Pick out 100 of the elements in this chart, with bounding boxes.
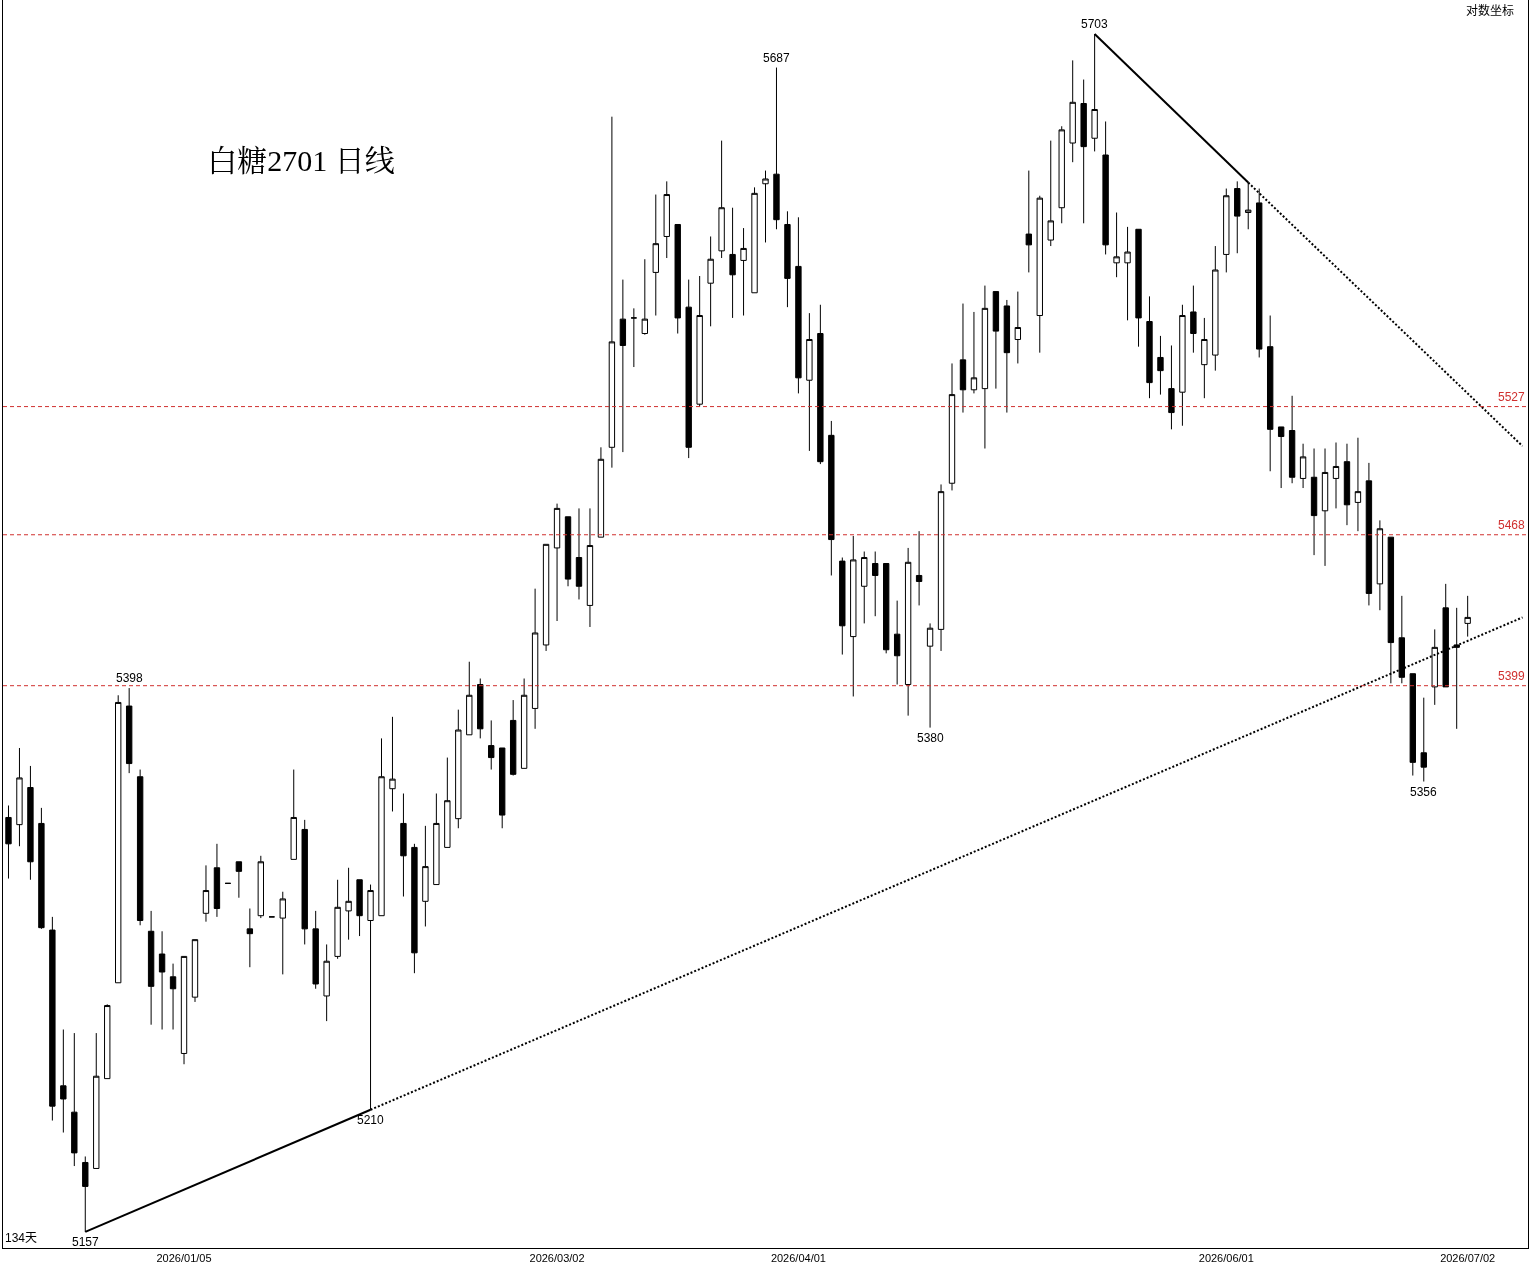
candlestick — [861, 551, 868, 624]
candlestick — [1420, 697, 1427, 783]
candlestick — [93, 1032, 100, 1169]
candlestick — [707, 235, 714, 327]
candlestick — [981, 285, 989, 449]
candlestick — [806, 312, 813, 452]
candlestick — [872, 551, 879, 617]
annotation: 5210 — [357, 1113, 385, 1127]
candlestick — [531, 588, 539, 730]
candlestick — [60, 1029, 67, 1134]
candlestick — [542, 543, 550, 652]
candlestick — [1069, 59, 1076, 163]
candlestick — [27, 765, 34, 881]
text: 白糖2701 日线 — [207, 143, 395, 177]
candlestick — [290, 769, 297, 860]
candlestick — [1135, 228, 1142, 348]
candlestick — [608, 116, 616, 469]
candlestick — [509, 699, 517, 777]
candlestick — [839, 557, 846, 656]
candlestick — [937, 483, 945, 652]
candlestick — [817, 304, 824, 465]
candlestick — [1146, 295, 1153, 399]
candlestick — [169, 963, 177, 1030]
candlestick — [147, 910, 155, 1026]
candlestick — [1201, 317, 1208, 399]
candlestick — [1266, 315, 1274, 472]
candlestick — [828, 420, 835, 576]
annotation: 5157 — [72, 1235, 100, 1249]
candlestick — [685, 279, 692, 459]
x-tick-label: 2026/07/02 — [1440, 1252, 1496, 1265]
candlestick — [1113, 212, 1120, 278]
candlestick — [16, 747, 23, 847]
candlestick — [652, 194, 659, 317]
annotation: 5703 — [1081, 17, 1109, 31]
candlestick — [729, 207, 736, 319]
annotation: 134天 — [5, 1231, 38, 1245]
candlestick — [553, 503, 561, 622]
candlestick — [477, 678, 484, 739]
candlestick — [279, 891, 286, 975]
candlestick — [1058, 125, 1065, 224]
candlestick — [992, 291, 1000, 390]
annotation: 5380 — [917, 731, 945, 745]
candlestick — [1376, 519, 1384, 611]
candlestick — [136, 769, 144, 926]
candlestick — [850, 535, 857, 697]
candlestick — [49, 916, 56, 1122]
candlestick — [1332, 442, 1340, 509]
candlestick — [586, 507, 594, 628]
candlestick — [564, 516, 572, 587]
candlestick — [378, 737, 385, 917]
candlestick — [762, 170, 769, 243]
candlestick — [773, 67, 780, 230]
candlestick — [1047, 140, 1054, 247]
x-tick-label: 2026/03/02 — [529, 1252, 585, 1265]
candlestick — [1299, 443, 1307, 489]
candlestick — [1321, 448, 1329, 567]
annotation: 5399 — [1498, 669, 1526, 683]
candlestick — [499, 747, 506, 829]
candlestick — [641, 258, 648, 336]
candlestick — [1124, 226, 1131, 321]
candlestick — [488, 719, 495, 771]
candlestick — [257, 855, 265, 919]
annotation: 5398 — [116, 671, 144, 685]
candlestick — [246, 908, 254, 968]
candlestick — [158, 930, 166, 1030]
candlestick — [520, 678, 528, 769]
x-tick-label: 2026/04/01 — [770, 1252, 826, 1265]
candlestick — [389, 716, 396, 812]
candlestick — [575, 507, 583, 600]
candlestick — [1365, 462, 1373, 606]
candlestick — [1256, 188, 1263, 358]
candlestick — [5, 804, 12, 880]
candlestick — [1179, 304, 1186, 427]
candlestick — [1003, 299, 1011, 414]
candlestick — [795, 216, 802, 394]
candlestick — [784, 210, 791, 308]
annotation: 5468 — [1498, 518, 1526, 532]
candlestick — [1212, 245, 1219, 372]
candlestick — [400, 793, 407, 898]
text: 对数坐标 — [1466, 3, 1515, 18]
candlestick — [619, 279, 627, 453]
x-tick-label: 2026/01/05 — [156, 1252, 212, 1265]
candlestick — [323, 943, 330, 1022]
candlestick — [301, 819, 308, 945]
candlestick — [1168, 344, 1175, 430]
candlestick — [180, 955, 188, 1065]
candlestick — [1234, 180, 1241, 254]
candlestick — [1036, 195, 1043, 354]
candlestick — [959, 303, 967, 414]
candlestick — [1157, 335, 1164, 396]
candlestick — [926, 622, 934, 729]
candlestick — [1190, 285, 1197, 354]
candlestick — [345, 867, 352, 941]
candlestick — [422, 825, 429, 927]
candlestick — [663, 180, 670, 259]
candlestick — [915, 530, 923, 606]
candlestick — [433, 793, 440, 886]
candlestick — [71, 1032, 78, 1167]
candlestick — [1080, 79, 1087, 224]
candlestick — [1409, 673, 1416, 777]
